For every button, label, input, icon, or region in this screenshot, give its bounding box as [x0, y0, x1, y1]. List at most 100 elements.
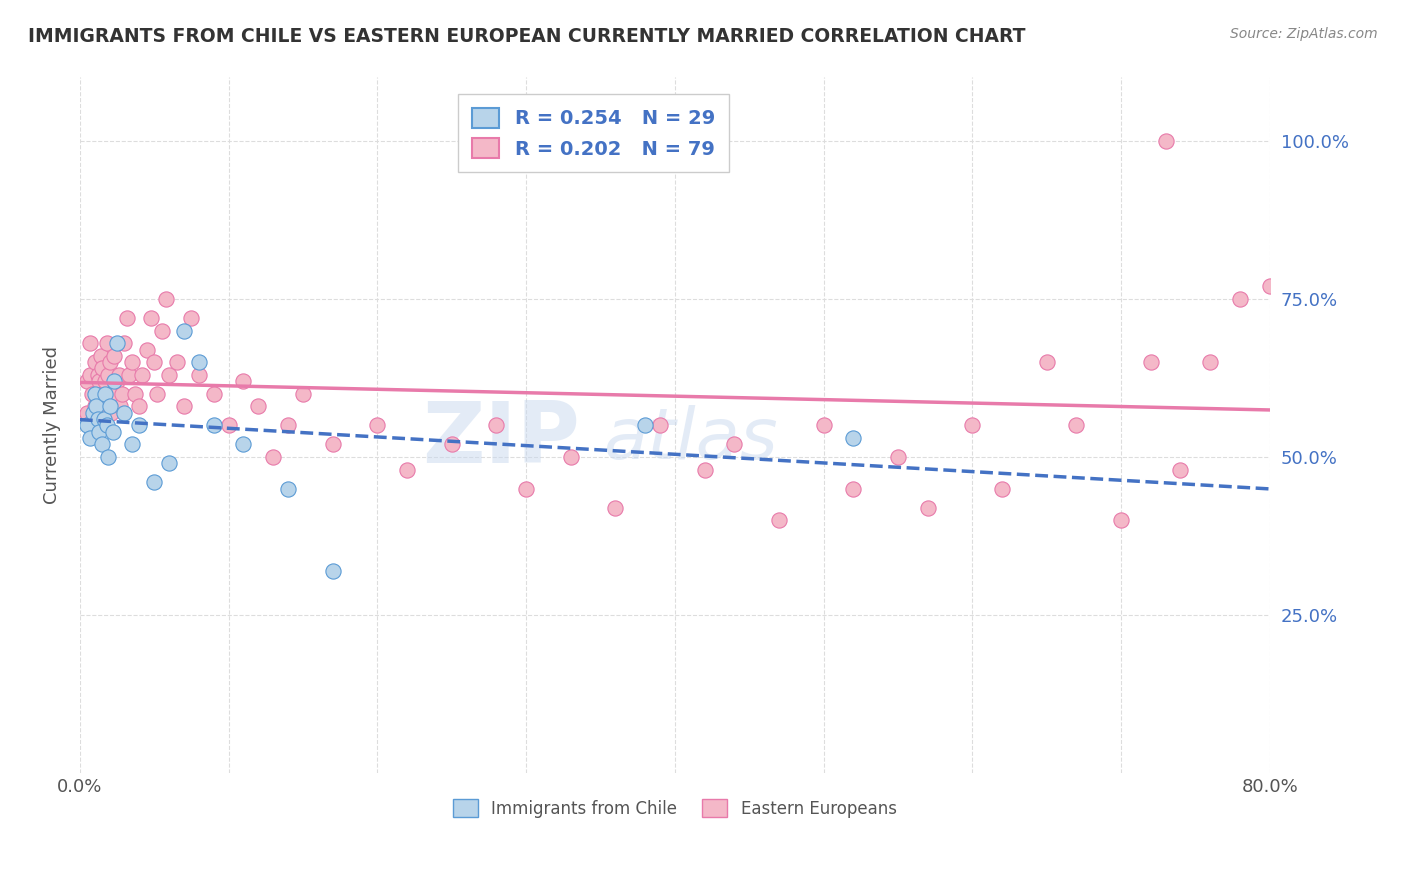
Point — [84, 400, 107, 414]
Point — [470, 134, 492, 148]
Point — [605, 500, 627, 515]
Point — [155, 292, 177, 306]
Text: atlas: atlas — [603, 405, 778, 474]
Point — [114, 406, 136, 420]
Point — [80, 386, 103, 401]
Point — [887, 450, 910, 464]
Point — [157, 368, 180, 382]
Legend: Immigrants from Chile, Eastern Europeans: Immigrants from Chile, Eastern Europeans — [446, 793, 903, 824]
Point — [723, 437, 745, 451]
Point — [232, 437, 254, 451]
Point — [991, 482, 1014, 496]
Point — [83, 386, 105, 401]
Point — [143, 355, 166, 369]
Point — [91, 437, 114, 451]
Point — [82, 406, 104, 420]
Point — [90, 349, 112, 363]
Point — [103, 349, 125, 363]
Point — [93, 412, 115, 426]
Point — [108, 400, 131, 414]
Point — [105, 374, 128, 388]
Point — [1229, 292, 1251, 306]
Point — [87, 368, 110, 382]
Point — [277, 482, 299, 496]
Point — [98, 355, 121, 369]
Point — [813, 418, 835, 433]
Point — [114, 336, 136, 351]
Point — [91, 386, 114, 401]
Point — [79, 368, 101, 382]
Point — [515, 482, 537, 496]
Point — [117, 310, 139, 325]
Point — [96, 418, 118, 433]
Point — [1199, 355, 1222, 369]
Point — [1066, 418, 1088, 433]
Point — [202, 386, 225, 401]
Point — [1170, 463, 1192, 477]
Point — [131, 368, 153, 382]
Point — [143, 475, 166, 490]
Point — [440, 437, 463, 451]
Point — [1035, 355, 1057, 369]
Point — [97, 450, 120, 464]
Point — [247, 400, 270, 414]
Point — [648, 418, 671, 433]
Point — [89, 406, 111, 420]
Point — [83, 355, 105, 369]
Point — [262, 450, 284, 464]
Point — [842, 482, 865, 496]
Point — [98, 400, 121, 414]
Point — [107, 368, 129, 382]
Point — [187, 355, 209, 369]
Point — [1154, 134, 1177, 148]
Point — [79, 336, 101, 351]
Point — [1109, 513, 1132, 527]
Point — [128, 400, 150, 414]
Point — [150, 324, 173, 338]
Point — [187, 368, 209, 382]
Point — [89, 425, 111, 439]
Point — [232, 374, 254, 388]
Text: Source: ZipAtlas.com: Source: ZipAtlas.com — [1230, 27, 1378, 41]
Point — [485, 418, 508, 433]
Point — [322, 437, 344, 451]
Point — [277, 418, 299, 433]
Point — [173, 400, 195, 414]
Y-axis label: Currently Married: Currently Married — [44, 346, 60, 505]
Point — [94, 386, 117, 401]
Point — [98, 386, 121, 401]
Point — [118, 368, 141, 382]
Point — [141, 310, 163, 325]
Point — [103, 374, 125, 388]
Point — [530, 134, 553, 148]
Point — [76, 418, 98, 433]
Point — [94, 374, 117, 388]
Point — [93, 400, 115, 414]
Point — [322, 564, 344, 578]
Point — [291, 386, 314, 401]
Point — [180, 310, 202, 325]
Point — [100, 406, 122, 420]
Point — [157, 457, 180, 471]
Point — [1139, 355, 1161, 369]
Text: IMMIGRANTS FROM CHILE VS EASTERN EUROPEAN CURRENTLY MARRIED CORRELATION CHART: IMMIGRANTS FROM CHILE VS EASTERN EUROPEA… — [28, 27, 1025, 45]
Point — [91, 361, 114, 376]
Point — [166, 355, 188, 369]
Point — [1258, 279, 1281, 293]
Point — [121, 355, 143, 369]
Point — [82, 412, 104, 426]
Point — [87, 412, 110, 426]
Point — [76, 406, 98, 420]
Point — [218, 418, 240, 433]
Point — [101, 386, 124, 401]
Point — [146, 386, 169, 401]
Point — [84, 386, 107, 401]
Point — [110, 386, 132, 401]
Point — [396, 463, 419, 477]
Point — [634, 418, 657, 433]
Point — [121, 437, 143, 451]
Point — [842, 431, 865, 445]
Point — [560, 450, 582, 464]
Point — [135, 343, 157, 357]
Point — [962, 418, 984, 433]
